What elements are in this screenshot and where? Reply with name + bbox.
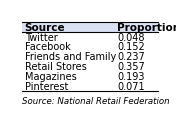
- Text: 0.152: 0.152: [118, 42, 145, 52]
- Text: 0.357: 0.357: [118, 62, 145, 71]
- Text: Pinterest: Pinterest: [25, 81, 68, 91]
- Text: 0.048: 0.048: [118, 32, 145, 42]
- Text: 0.071: 0.071: [118, 81, 145, 91]
- Bar: [22, 23, 158, 32]
- Text: Magazines: Magazines: [25, 71, 77, 81]
- Text: Retail Stores: Retail Stores: [25, 62, 86, 71]
- Text: Friends and Family: Friends and Family: [25, 52, 116, 62]
- Text: 0.237: 0.237: [118, 52, 145, 62]
- Text: Source: National Retail Federation: Source: National Retail Federation: [22, 96, 170, 105]
- Text: Source: Source: [25, 23, 65, 32]
- Text: Proportion: Proportion: [118, 23, 176, 32]
- Text: Twitter: Twitter: [25, 32, 58, 42]
- Text: 0.193: 0.193: [118, 71, 145, 81]
- Text: Facebook: Facebook: [25, 42, 70, 52]
